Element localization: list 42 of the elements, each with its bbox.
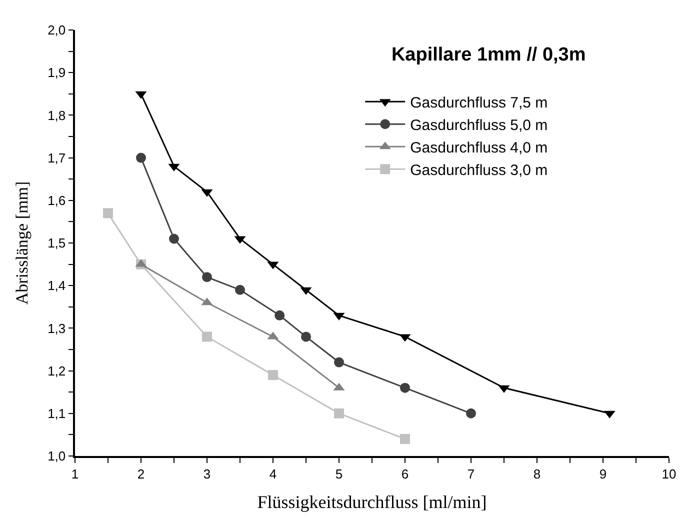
- x-tick-label: 7: [467, 466, 475, 482]
- point: [301, 332, 311, 342]
- point: [103, 208, 113, 218]
- x-tick-label: 1: [71, 466, 79, 482]
- y-tick-label: 1,6: [48, 192, 66, 208]
- x-tick-label: 9: [599, 466, 607, 482]
- point: [136, 152, 146, 163]
- point: [202, 272, 212, 282]
- y-tick-label: 2,0: [48, 22, 66, 38]
- x-tick-label: 6: [401, 466, 409, 482]
- legend-label: Gasdurchfluss 4,0 m: [410, 139, 548, 156]
- point: [466, 408, 476, 418]
- y-tick-label: 1,1: [48, 406, 66, 421]
- y-axis-title: Abrisslänge [mm]: [12, 181, 32, 305]
- x-tick-label: 10: [662, 466, 676, 482]
- legend-label: Gasdurchfluss 7,5 m: [410, 94, 548, 112]
- point: [274, 310, 285, 320]
- y-tick-label: 1,7: [48, 150, 66, 166]
- y-tick-label: 1,9: [48, 65, 66, 80]
- point: [400, 434, 410, 444]
- x-tick-label: 3: [203, 466, 211, 482]
- point: [334, 408, 344, 418]
- x-axis-title: Flüssigkeitsdurchfluss [ml/min]: [257, 492, 487, 512]
- point: [334, 357, 344, 368]
- x-tick-label: 2: [137, 466, 145, 482]
- point: [268, 370, 278, 380]
- x-tick-label: 5: [335, 466, 343, 482]
- y-tick-label: 1,3: [48, 320, 66, 336]
- point: [202, 332, 212, 342]
- legend-label: Gasdurchfluss 5,0 m: [410, 116, 548, 134]
- x-tick-label: 8: [533, 466, 541, 482]
- point: [400, 382, 410, 393]
- y-tick-label: 1,5: [48, 236, 66, 251]
- y-tick-label: 1,4: [48, 278, 66, 294]
- text: Kapillare 1mm // 0,3m: [391, 44, 586, 66]
- legend-label: Gasdurchfluss 3,0 m: [410, 162, 548, 179]
- y-tick-label: 1,0: [48, 448, 66, 464]
- point: [169, 234, 179, 244]
- point: [235, 284, 245, 295]
- x-tick-label: 4: [269, 466, 277, 482]
- y-tick-label: 1,2: [48, 363, 66, 378]
- y-tick-label: 1,8: [48, 108, 66, 123]
